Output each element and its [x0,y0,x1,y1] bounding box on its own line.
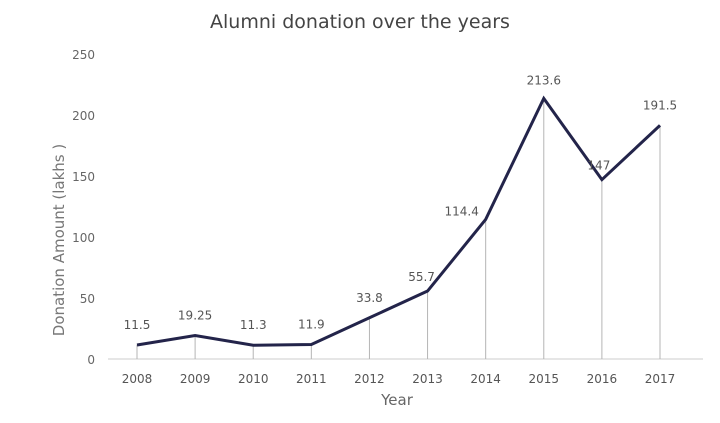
y-tick-label: 250 [72,48,95,62]
x-tick-label: 2015 [529,372,560,386]
data-label: 55.7 [408,270,435,284]
x-tick-label: 2013 [412,372,443,386]
y-axis-label: Donation Amount (lakhs ) [50,144,68,336]
y-tick-label: 100 [72,231,95,245]
data-label: 114.4 [444,204,478,218]
data-label: 213.6 [527,73,561,87]
x-tick-label: 2017 [645,372,676,386]
series-line [137,98,660,345]
x-tick-label: 2009 [180,372,211,386]
data-label: 11.3 [240,318,267,332]
data-label: 11.9 [298,317,325,331]
x-tick-label: 2016 [587,372,618,386]
y-tick-label: 0 [87,353,95,367]
data-label: 191.5 [643,98,677,112]
x-tick-label: 2012 [354,372,385,386]
data-label: 11.5 [124,318,151,332]
y-tick-label: 200 [72,109,95,123]
y-tick-label: 50 [80,292,95,306]
y-tick-label: 150 [72,170,95,184]
data-label: 147 [587,159,610,173]
data-label: 33.8 [356,291,383,305]
x-tick-label: 2014 [470,372,501,386]
x-tick-label: 2011 [296,372,327,386]
x-tick-label: 2008 [122,372,153,386]
x-tick-label: 2010 [238,372,269,386]
data-label: 19.25 [178,309,212,323]
chart-title: Alumni donation over the years [210,11,510,33]
x-axis-label: Year [380,391,414,409]
